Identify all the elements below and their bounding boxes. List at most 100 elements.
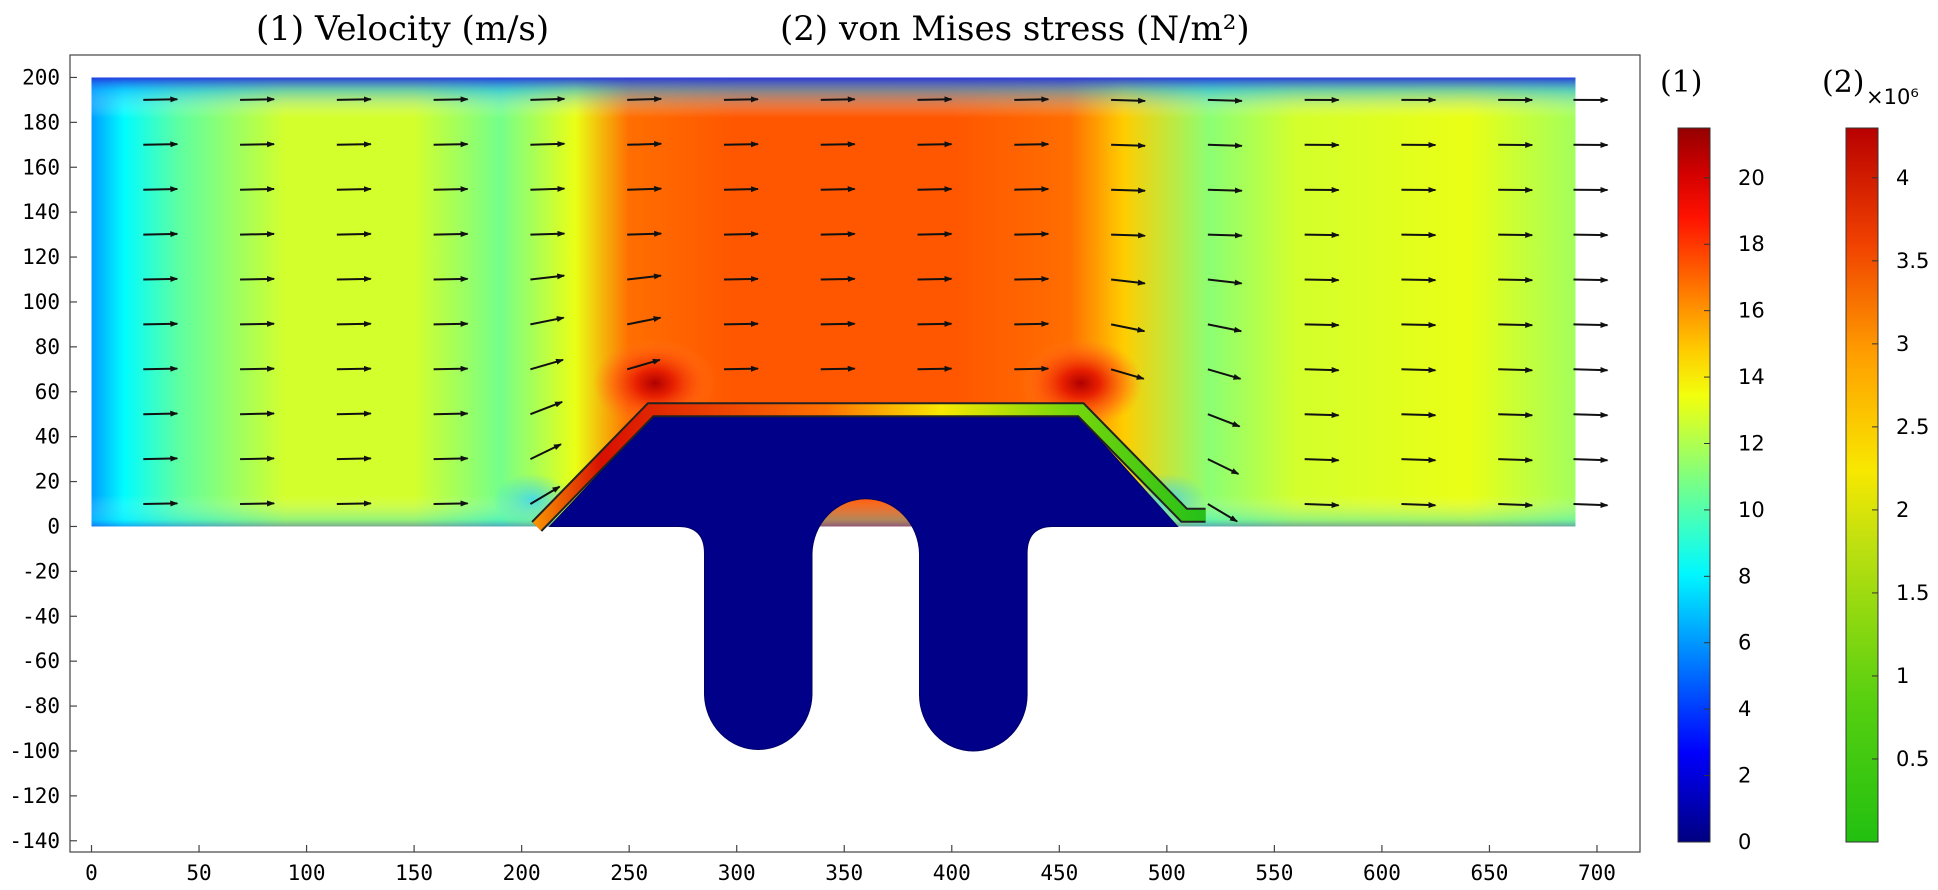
y-tick-label: 60 bbox=[35, 380, 60, 404]
velocity-arrow bbox=[1207, 323, 1243, 333]
x-tick-label: 400 bbox=[933, 861, 971, 885]
velocity-arrow bbox=[143, 141, 179, 148]
velocity-arrow bbox=[433, 231, 469, 238]
velocity-arrow bbox=[1498, 367, 1534, 374]
velocity-arrow bbox=[917, 186, 953, 193]
velocity-arrow bbox=[1573, 322, 1609, 329]
velocity-arrow bbox=[240, 231, 276, 238]
x-tick-label: 0 bbox=[85, 861, 98, 885]
velocity-arrow bbox=[433, 410, 469, 417]
colorbar1-tick-label: 20 bbox=[1738, 166, 1765, 190]
velocity-arrow bbox=[433, 500, 469, 507]
velocity-arrow bbox=[433, 186, 469, 193]
velocity-arrow bbox=[820, 96, 856, 103]
velocity-arrow bbox=[433, 365, 469, 372]
title-velocity: (1) Velocity (m/s) bbox=[256, 9, 549, 49]
velocity-arrow bbox=[336, 455, 372, 462]
y-tick-label: 160 bbox=[22, 155, 60, 179]
velocity-arrow bbox=[1304, 367, 1340, 374]
colorbar1-tick-label: 18 bbox=[1738, 232, 1765, 256]
colorbar1-tick-label: 6 bbox=[1738, 631, 1751, 655]
velocity-arrow bbox=[1207, 278, 1243, 286]
y-tick-label: 80 bbox=[35, 335, 60, 359]
velocity-arrow bbox=[1304, 322, 1340, 329]
velocity-arrow bbox=[1573, 412, 1609, 419]
velocity-arrow bbox=[143, 365, 179, 372]
velocity-arrow bbox=[1014, 141, 1050, 148]
x-tick-label: 450 bbox=[1040, 861, 1078, 885]
velocity-arrow bbox=[1498, 457, 1534, 464]
velocity-arrow bbox=[336, 500, 372, 507]
velocity-arrow bbox=[1304, 502, 1340, 509]
y-axis: -140 -120 -100 -80 -60 -40 -20 0 20 40 60 80 100 120 1… bbox=[9, 65, 77, 853]
x-tick-label: 50 bbox=[186, 861, 211, 885]
velocity-arrow bbox=[530, 140, 566, 147]
y-tick-label: 20 bbox=[35, 470, 60, 494]
colorbar2-header: (2) bbox=[1822, 65, 1865, 100]
velocity-arrow bbox=[1498, 502, 1534, 509]
velocity-arrow bbox=[1207, 503, 1238, 523]
velocity-arrow bbox=[1111, 142, 1147, 149]
y-tick-label: -140 bbox=[9, 829, 60, 853]
velocity-arrow bbox=[1401, 276, 1437, 283]
velocity-arrow bbox=[336, 231, 372, 238]
y-tick-label: -40 bbox=[22, 604, 60, 628]
x-tick-label: 100 bbox=[288, 861, 326, 885]
x-tick-label: 500 bbox=[1148, 861, 1186, 885]
solid-body bbox=[548, 413, 1179, 752]
velocity-arrow bbox=[1498, 412, 1534, 419]
y-tick-label: -80 bbox=[22, 694, 60, 718]
colorbar-stress: (2) ×10⁶ 0.5 1 1.5 2 2.5 3 3.5 4 bbox=[1822, 65, 1929, 843]
velocity-arrow bbox=[240, 96, 276, 103]
y-tick-label: 0 bbox=[47, 514, 60, 538]
velocity-arrow bbox=[820, 141, 856, 148]
velocity-arrow bbox=[1573, 502, 1609, 509]
velocity-arrow bbox=[143, 320, 179, 327]
velocity-arrow bbox=[627, 96, 663, 103]
title-stress: (2) von Mises stress (N/m²) bbox=[780, 9, 1250, 49]
velocity-arrow bbox=[1111, 187, 1147, 194]
velocity-arrow bbox=[627, 185, 663, 192]
velocity-arrow bbox=[820, 365, 856, 372]
stress-structure-fill bbox=[532, 404, 1206, 531]
velocity-arrow bbox=[1207, 413, 1241, 428]
velocity-arrow bbox=[433, 141, 469, 148]
velocity-arrow bbox=[1014, 96, 1050, 103]
colorbar1-tick-label: 10 bbox=[1738, 498, 1765, 522]
velocity-arrow bbox=[820, 320, 856, 327]
velocity-arrow bbox=[336, 320, 372, 327]
velocity-arrow bbox=[1401, 322, 1437, 329]
colorbar1-tick-label: 4 bbox=[1738, 697, 1751, 721]
y-tick-label: -20 bbox=[22, 559, 60, 583]
velocity-arrow bbox=[1014, 365, 1050, 372]
x-tick-label: 600 bbox=[1363, 861, 1401, 885]
velocity-arrow bbox=[917, 96, 953, 103]
velocity-arrow bbox=[1207, 232, 1243, 239]
velocity-arrow bbox=[1207, 458, 1240, 475]
x-tick-label: 250 bbox=[610, 861, 648, 885]
velocity-arrow bbox=[336, 186, 372, 193]
velocity-arrow bbox=[143, 500, 179, 507]
velocity-arrow bbox=[1110, 323, 1146, 333]
y-tick-label: -60 bbox=[22, 649, 60, 673]
velocity-arrow bbox=[433, 320, 469, 327]
velocity-arrow bbox=[336, 410, 372, 417]
velocity-arrow bbox=[529, 443, 562, 461]
colorbar2-tick-label: 2.5 bbox=[1896, 415, 1929, 439]
velocity-arrow bbox=[1304, 276, 1340, 283]
x-tick-label: 550 bbox=[1255, 861, 1293, 885]
velocity-arrow bbox=[143, 410, 179, 417]
velocity-arrow bbox=[530, 96, 566, 103]
velocity-arrow bbox=[1401, 502, 1437, 509]
y-tick-label: 100 bbox=[22, 290, 60, 314]
y-tick-label: 140 bbox=[22, 200, 60, 224]
x-axis: 0 50 100 150 200 250 300 350 400 450 500 550 600 650 7… bbox=[85, 845, 1616, 885]
colorbar1-tick-label: 0 bbox=[1738, 830, 1751, 854]
velocity-arrow bbox=[723, 231, 759, 238]
velocity-arrow bbox=[1573, 276, 1609, 283]
colorbar2-tick-label: 2 bbox=[1896, 498, 1909, 522]
velocity-arrow bbox=[1207, 97, 1243, 104]
velocity-arrow bbox=[1573, 367, 1609, 374]
velocity-arrow bbox=[917, 231, 953, 238]
velocity-arrow bbox=[529, 485, 561, 505]
